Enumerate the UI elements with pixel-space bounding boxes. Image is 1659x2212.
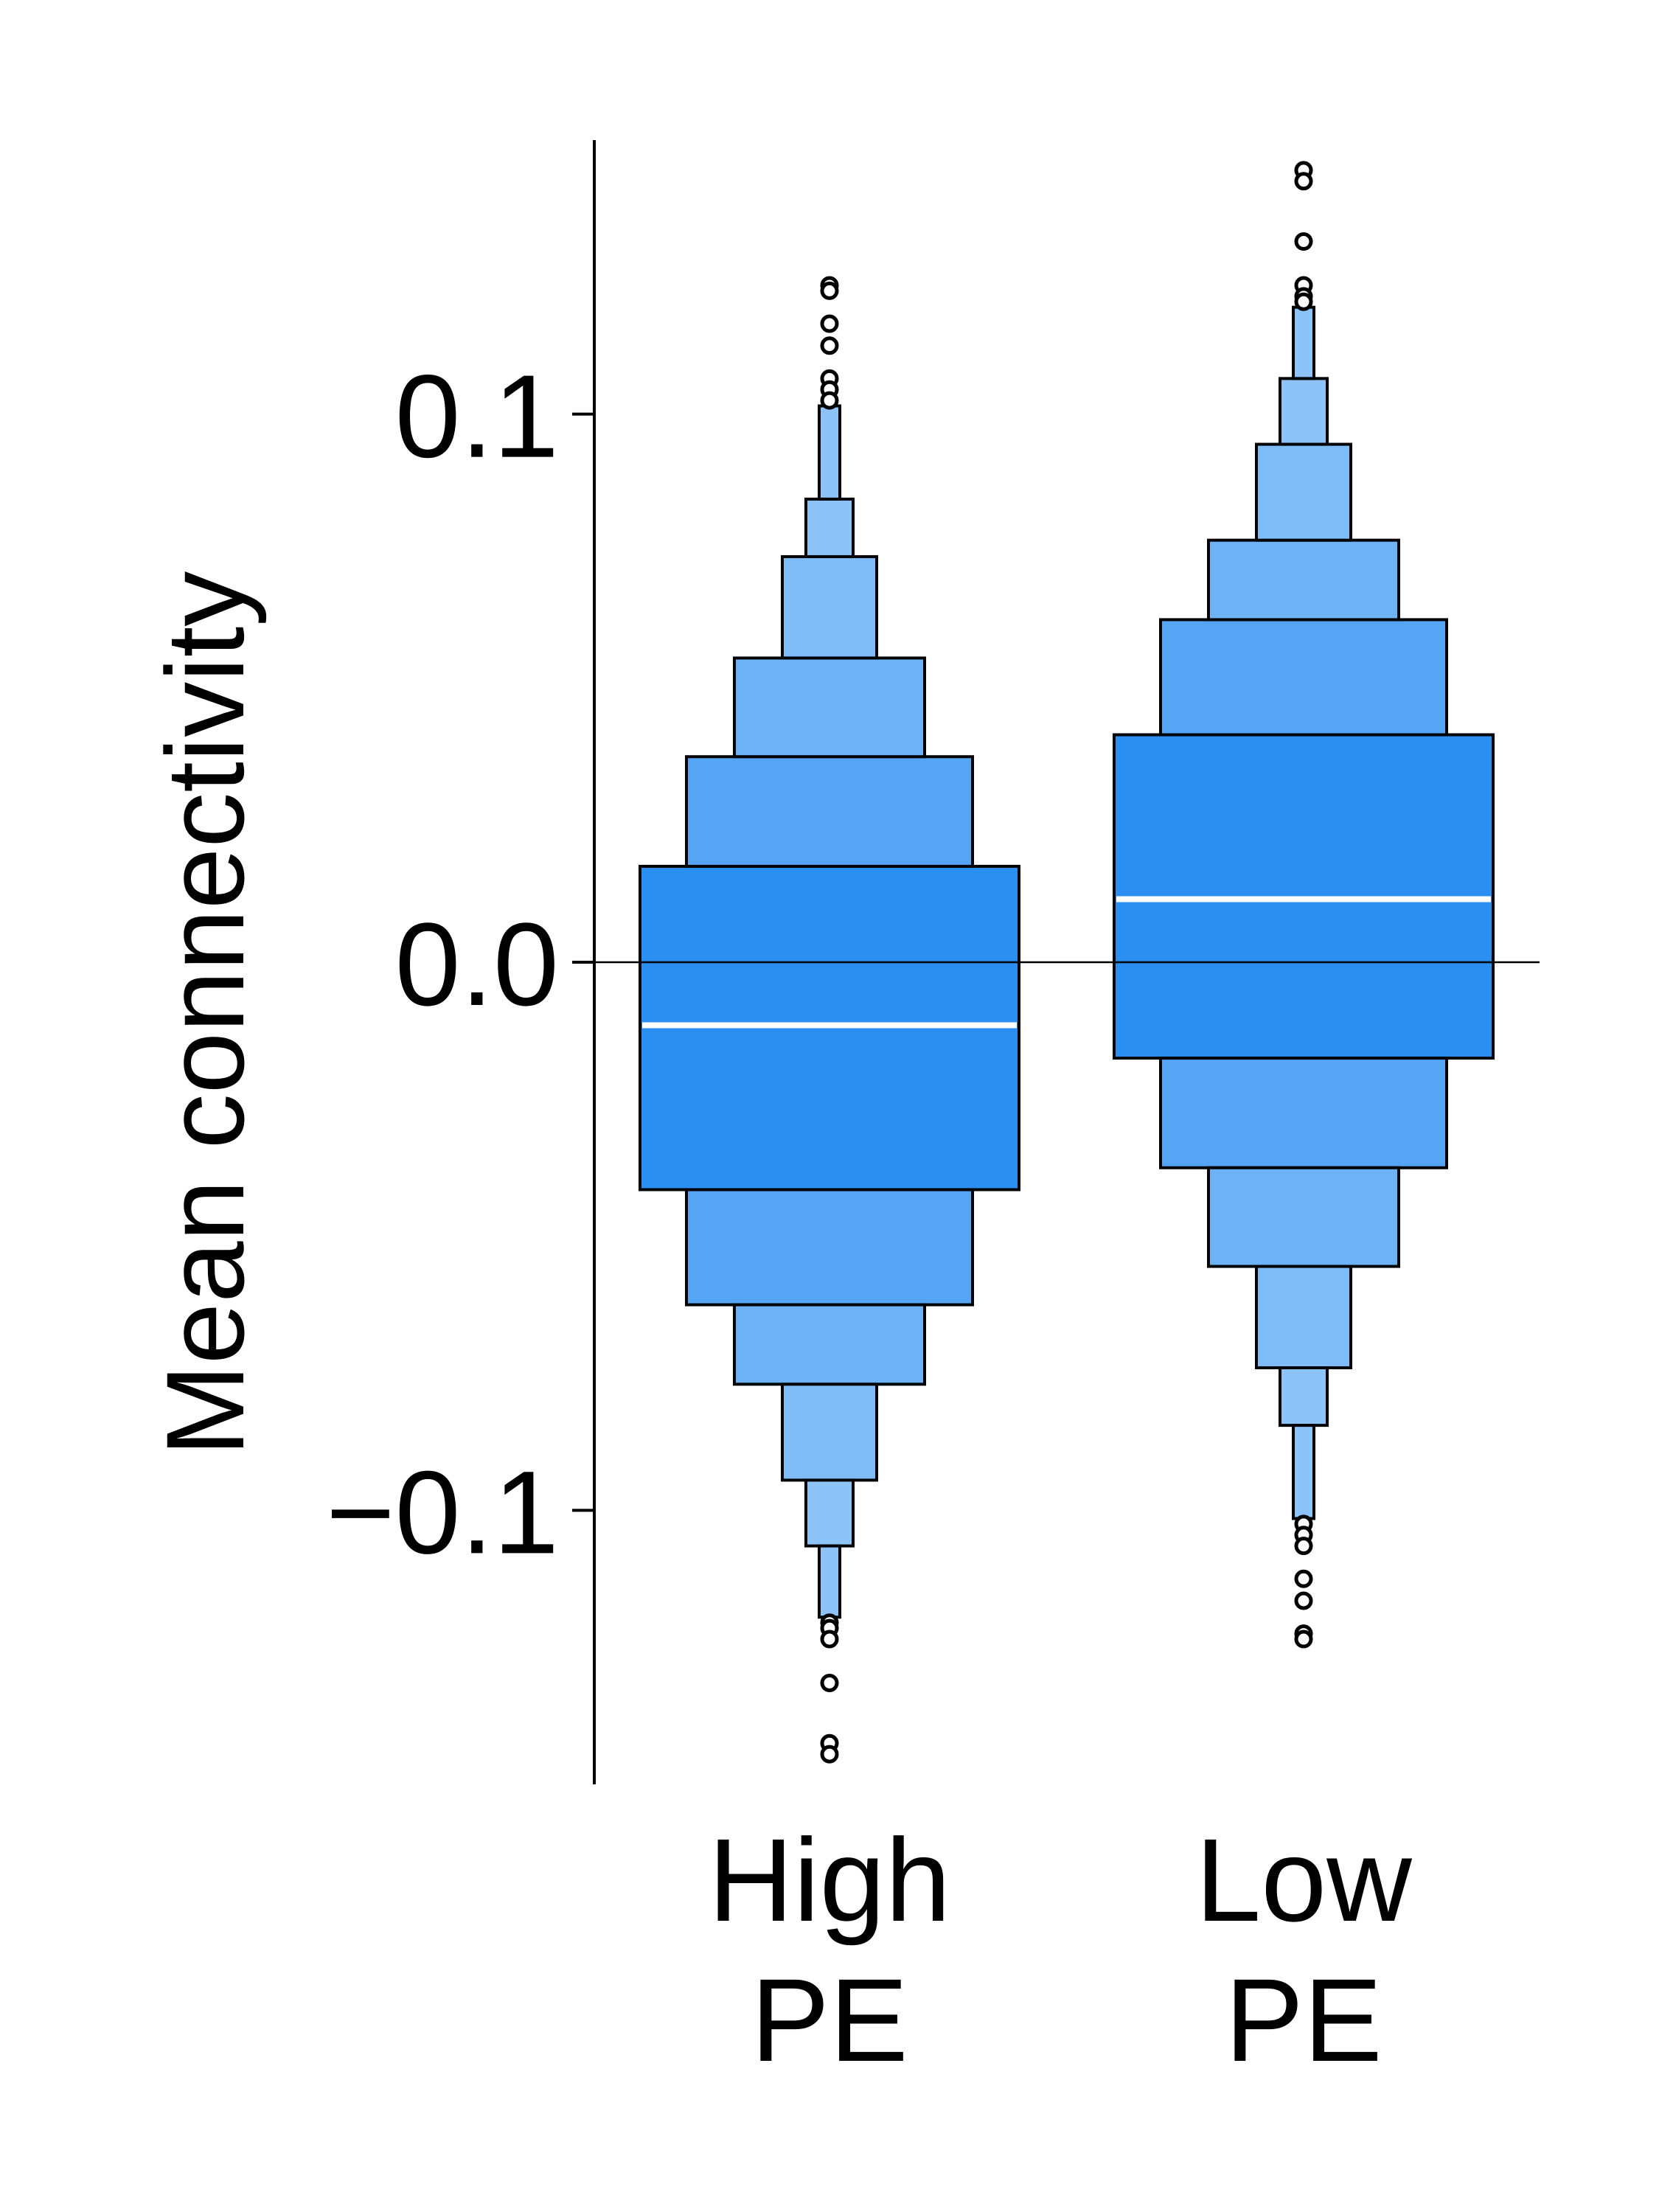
boxen-level-3-upper-1	[1207, 538, 1400, 622]
boxen-level-2-lower-1	[1159, 1057, 1448, 1169]
boxen-level-3-lower-0	[733, 1303, 926, 1386]
outlier-point-1-8	[1294, 1537, 1313, 1556]
outlier-point-1-9	[1294, 1569, 1313, 1588]
x-tick-label-line: PE	[1225, 1954, 1382, 2086]
boxen-level-5-lower-0	[804, 1478, 855, 1548]
outlier-point-0-2	[820, 314, 839, 333]
boxen-level-3-upper-0	[733, 656, 926, 759]
boxen-level-6-upper-0	[818, 404, 841, 501]
outlier-point-1-2	[1294, 232, 1313, 251]
y-tick-label: −0.1	[326, 1446, 559, 1578]
boxen-level-3-lower-1	[1207, 1166, 1400, 1268]
y-tick-label: 0.1	[395, 350, 559, 482]
boxes-layer	[639, 305, 1495, 1619]
outlier-point-0-9	[820, 1630, 839, 1649]
boxen-level-4-upper-0	[781, 554, 878, 660]
outlier-point-1-10	[1294, 1591, 1313, 1610]
boxen-level-2-upper-1	[1159, 618, 1448, 737]
boxen-level-4-lower-0	[781, 1382, 878, 1482]
y-ticks: −0.1 0.0 0.1	[326, 350, 594, 1578]
boxen-level-2-lower-0	[685, 1188, 974, 1307]
boxen-level-5-upper-0	[804, 497, 855, 558]
boxen-level-5-upper-1	[1279, 377, 1329, 446]
boxen-level-4-lower-1	[1255, 1265, 1352, 1370]
outlier-point-1-12	[1294, 1630, 1313, 1649]
outlier-point-0-6	[820, 391, 839, 410]
medians-layer	[642, 896, 1491, 1029]
y-tick-label: 0.0	[395, 898, 559, 1030]
outlier-point-1-1	[1294, 172, 1313, 191]
x-tick-label-line: PE	[751, 1954, 908, 2086]
boxen-level-6-lower-0	[818, 1544, 841, 1619]
boxen-level-2-upper-0	[685, 755, 974, 868]
outlier-point-0-3	[820, 336, 839, 355]
outlier-point-0-10	[820, 1673, 839, 1692]
boxen-level-6-lower-1	[1292, 1424, 1315, 1520]
boxen-level-5-lower-1	[1279, 1366, 1329, 1427]
outlier-point-1-5	[1294, 292, 1313, 311]
y-axis-label: Mean connectivity	[143, 571, 267, 1457]
outliers-layer	[820, 161, 1313, 1764]
outlier-point-0-1	[820, 281, 839, 300]
boxen-level-4-upper-1	[1255, 442, 1352, 542]
x-tick-label-line: High	[708, 1814, 950, 1946]
x-tick-label-line: Low	[1195, 1814, 1412, 1946]
boxen-level-6-upper-1	[1292, 305, 1315, 380]
outlier-point-0-12	[820, 1745, 839, 1764]
